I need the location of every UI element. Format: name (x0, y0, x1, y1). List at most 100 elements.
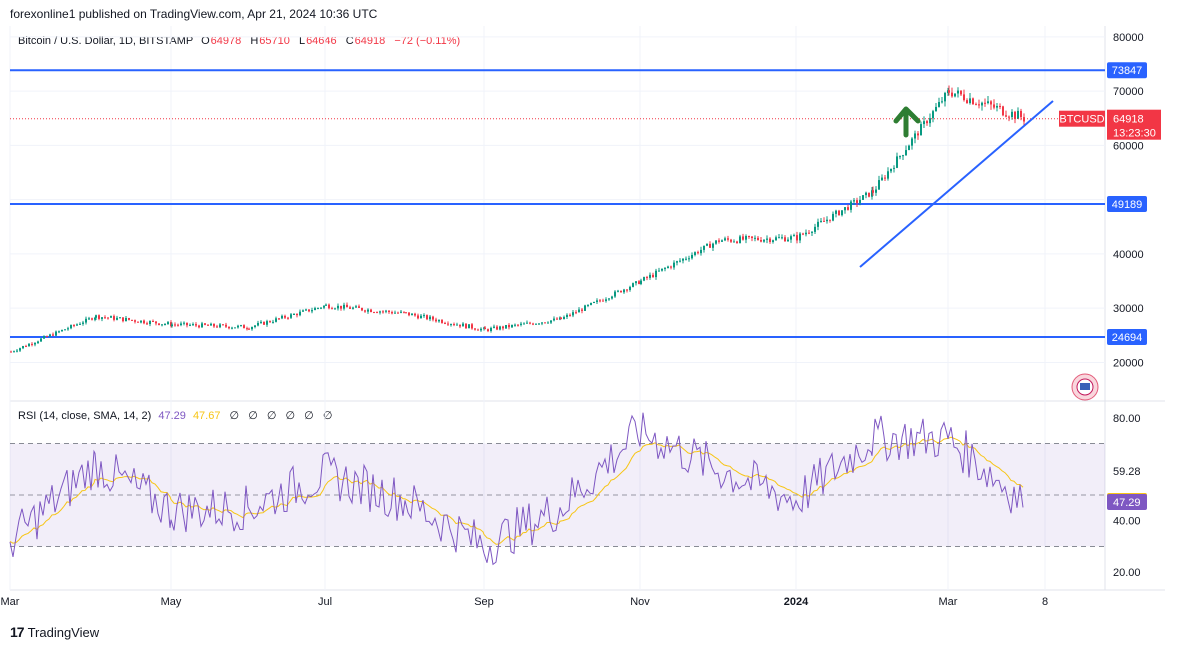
candle-body (926, 121, 928, 124)
horizontal-levels[interactable]: 73847 49189 24694 (10, 62, 1147, 345)
candle-body (826, 219, 828, 222)
candle-body (195, 324, 197, 326)
candle-body (626, 289, 628, 291)
candle-body (91, 318, 93, 320)
tradingview-logo-icon[interactable]: 17 (10, 624, 25, 640)
na-value: ∅ (248, 410, 258, 422)
candle-body (865, 192, 867, 196)
candle-body (465, 323, 467, 329)
candle-body (999, 106, 1001, 108)
candle-body (739, 236, 741, 243)
candle-body (31, 343, 33, 345)
candle-body (55, 331, 57, 336)
candle-body (429, 316, 431, 320)
candle-body (311, 310, 313, 312)
candle-body (841, 210, 843, 216)
rsi-legend: RSI (14, close, SMA, 14, 2) 47.29 47.67 … (18, 409, 332, 422)
candle-body (125, 317, 127, 322)
candle-body (325, 304, 327, 306)
candle-body (523, 323, 525, 325)
candle-body (1020, 110, 1022, 118)
candle-body (856, 200, 858, 203)
candle-body (703, 245, 705, 250)
candle-body (911, 138, 913, 146)
candle-body (435, 319, 437, 322)
candle-body (853, 200, 855, 202)
candle-body (1011, 111, 1013, 118)
price-tick-label: 60000 (1113, 140, 1144, 152)
candle-body (13, 351, 15, 353)
candle-body (101, 317, 103, 319)
price-tick-label: 70000 (1113, 86, 1144, 98)
candle-body (859, 199, 861, 203)
candle-body (170, 322, 172, 327)
candle-body (929, 118, 931, 124)
candle-body (240, 325, 242, 327)
candle-body (829, 219, 831, 221)
symbol-badge-label: BTCUSD (1059, 114, 1104, 126)
candle-body (468, 324, 470, 329)
candle-body (838, 210, 840, 216)
candle-body (346, 304, 348, 308)
candle-body (237, 325, 239, 328)
candle-body (724, 238, 726, 241)
candle-body (602, 300, 604, 302)
candle-body (954, 93, 956, 97)
candle-body (655, 270, 657, 278)
publisher-line: forexonline1 published on TradingView.co… (10, 7, 378, 21)
candle-body (1008, 116, 1010, 118)
candle-body (505, 324, 507, 329)
candle-body (811, 231, 813, 233)
candle-body (487, 329, 489, 332)
candle-body (183, 322, 185, 324)
candle-body (397, 312, 399, 314)
candle-body (790, 236, 792, 240)
candle-body (694, 252, 696, 255)
open-value: 64978 (210, 35, 242, 47)
candle-body (1005, 115, 1007, 117)
candle-body (878, 180, 880, 190)
candle-body (742, 236, 744, 240)
candle-body (984, 102, 986, 104)
candle-body (566, 314, 568, 317)
candle-body (254, 325, 256, 327)
candle-body (373, 312, 375, 314)
flag-icon[interactable] (1071, 373, 1099, 401)
candle-body (605, 299, 607, 301)
candle-body (67, 328, 69, 330)
candle-body (778, 237, 780, 239)
level-badge (1107, 328, 1147, 345)
rsi-value: 47.29 (158, 410, 186, 422)
trendline[interactable] (859, 100, 1054, 268)
candle-body (593, 301, 595, 303)
candle-body (58, 331, 60, 333)
candle-body (814, 226, 816, 232)
candle-body (508, 324, 510, 328)
candle-body (532, 323, 534, 325)
candle-body (207, 324, 209, 326)
candle-body (890, 168, 892, 172)
candle-body (355, 306, 357, 308)
candle-body (917, 133, 919, 136)
candle-body (805, 232, 807, 235)
candle-body (835, 210, 837, 214)
candle-body (43, 336, 45, 339)
candle-body (263, 321, 265, 325)
candle-body (751, 236, 753, 238)
candle-body (334, 308, 336, 310)
candle-body (444, 322, 446, 324)
candle-body (535, 323, 537, 325)
candle-body (248, 328, 250, 330)
candle-body (957, 90, 959, 94)
symbol-badge (1059, 110, 1105, 127)
candle-body (140, 320, 142, 323)
candle-body (658, 270, 660, 272)
level-badge (1107, 62, 1147, 79)
candle-body (538, 323, 540, 325)
candle-body (596, 300, 598, 302)
axes: 20000 30000 40000 60000 70000 80000 Mar May Jul S… (1, 32, 1161, 608)
candle-body (376, 312, 378, 314)
candle-body (441, 319, 443, 323)
candle-body (844, 207, 846, 211)
